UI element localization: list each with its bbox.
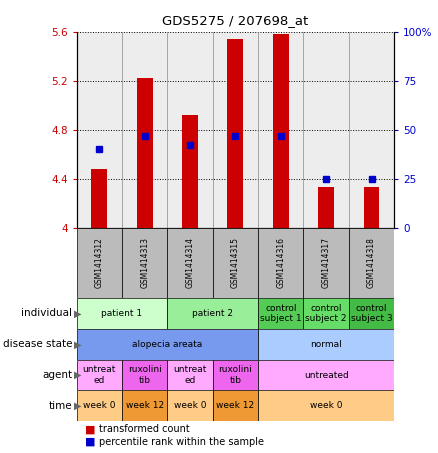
Text: untreat
ed: untreat ed <box>83 366 116 385</box>
Bar <box>167 360 213 390</box>
Bar <box>304 228 349 298</box>
Text: GSM1414318: GSM1414318 <box>367 237 376 289</box>
Bar <box>77 298 167 329</box>
Text: ▶: ▶ <box>74 308 82 318</box>
Bar <box>137 78 152 228</box>
Text: individual: individual <box>21 308 72 318</box>
Text: ▶: ▶ <box>74 339 82 349</box>
Bar <box>122 390 167 421</box>
Bar <box>349 32 394 228</box>
Text: alopecia areata: alopecia areata <box>132 340 202 349</box>
Bar <box>258 390 394 421</box>
Bar <box>122 32 167 228</box>
Text: control
subject 1: control subject 1 <box>260 304 302 323</box>
Bar <box>167 298 258 329</box>
Text: ▶: ▶ <box>74 370 82 380</box>
Bar <box>213 228 258 298</box>
Bar <box>258 329 394 360</box>
Bar <box>77 228 122 298</box>
Bar <box>304 298 349 329</box>
Text: week 12: week 12 <box>216 401 254 410</box>
Text: control
subject 3: control subject 3 <box>351 304 392 323</box>
Text: GSM1414313: GSM1414313 <box>140 237 149 289</box>
Text: week 0: week 0 <box>83 401 116 410</box>
Bar <box>167 32 213 228</box>
Bar <box>304 32 349 228</box>
Text: normal: normal <box>310 340 342 349</box>
Text: percentile rank within the sample: percentile rank within the sample <box>99 437 264 447</box>
Bar <box>349 298 394 329</box>
Bar <box>258 360 394 390</box>
Text: untreated: untreated <box>304 371 349 380</box>
Bar <box>77 390 122 421</box>
Bar <box>213 390 258 421</box>
Text: week 0: week 0 <box>174 401 206 410</box>
Text: GSM1414317: GSM1414317 <box>321 237 331 289</box>
Bar <box>213 32 258 228</box>
Text: ■: ■ <box>85 424 96 434</box>
Bar <box>258 228 304 298</box>
Text: GSM1414315: GSM1414315 <box>231 237 240 289</box>
Bar <box>364 188 379 228</box>
Bar <box>77 360 122 390</box>
Bar <box>318 188 334 228</box>
Text: control
subject 2: control subject 2 <box>305 304 347 323</box>
Text: GSM1414314: GSM1414314 <box>186 237 194 289</box>
Bar <box>77 329 258 360</box>
Bar <box>167 390 213 421</box>
Bar <box>122 360 167 390</box>
Bar <box>77 32 122 228</box>
Bar <box>92 169 107 228</box>
Text: untreat
ed: untreat ed <box>173 366 207 385</box>
Bar <box>227 39 244 228</box>
Text: GSM1414312: GSM1414312 <box>95 237 104 289</box>
Bar <box>167 228 213 298</box>
Bar <box>258 298 304 329</box>
Text: GDS5275 / 207698_at: GDS5275 / 207698_at <box>162 14 308 27</box>
Bar <box>122 228 167 298</box>
Text: week 12: week 12 <box>126 401 164 410</box>
Bar <box>349 228 394 298</box>
Text: patient 1: patient 1 <box>102 309 143 318</box>
Text: agent: agent <box>42 370 72 380</box>
Text: patient 2: patient 2 <box>192 309 233 318</box>
Text: ■: ■ <box>85 437 96 447</box>
Text: transformed count: transformed count <box>99 424 189 434</box>
Text: ▶: ▶ <box>74 401 82 411</box>
Bar <box>273 34 289 228</box>
Text: ruxolini
tib: ruxolini tib <box>128 366 162 385</box>
Text: GSM1414316: GSM1414316 <box>276 237 285 289</box>
Bar <box>258 32 304 228</box>
Bar <box>213 360 258 390</box>
Text: time: time <box>49 401 72 411</box>
Text: ruxolini
tib: ruxolini tib <box>219 366 252 385</box>
Text: disease state: disease state <box>3 339 72 349</box>
Text: week 0: week 0 <box>310 401 343 410</box>
Bar <box>182 115 198 228</box>
